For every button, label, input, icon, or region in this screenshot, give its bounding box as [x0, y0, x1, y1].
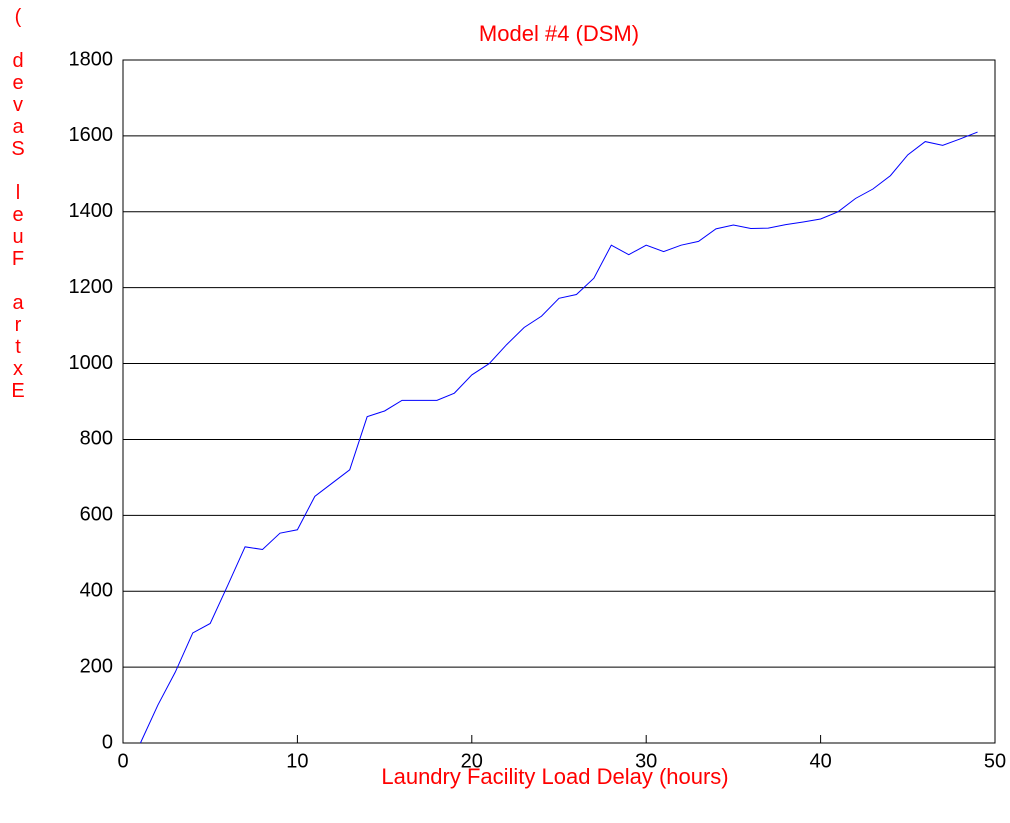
y-tick-label: 400 [80, 580, 113, 602]
y-tick-label: 600 [80, 504, 113, 526]
data-line [139, 131, 978, 744]
y-axis-label: ( devaS leuF artxE [7, 6, 29, 402]
x-tick-label: 40 [809, 750, 831, 772]
y-tick-label: 1400 [69, 200, 114, 222]
plot-frame [122, 59, 996, 744]
x-tick-label: 30 [635, 750, 657, 772]
y-tick-label: 1200 [69, 276, 114, 298]
x-tick-label: 20 [461, 750, 483, 772]
chart-title: Model #4 (DSM) [479, 21, 639, 46]
x-tick-label: 10 [286, 750, 308, 772]
y-tick-label: 200 [80, 655, 113, 677]
y-tick-label: 1000 [69, 352, 114, 374]
y-tick-label: 1600 [69, 124, 114, 146]
x-tick-label: 0 [117, 750, 128, 772]
x-tick-label: 50 [984, 750, 1006, 772]
x-axis-label: Laundry Facility Load Delay (hours) [381, 764, 728, 789]
y-tick-label: 0 [102, 731, 113, 753]
y-tick-label: 1800 [69, 48, 114, 70]
y-tick-label: 800 [80, 428, 113, 450]
